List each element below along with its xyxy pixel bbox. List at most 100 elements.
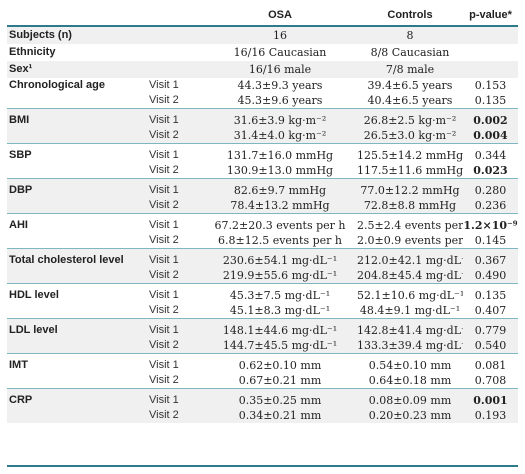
osa-cell: 0.62±0.10 mm — [238, 359, 322, 372]
visit-cell: Visit 2 — [148, 233, 203, 249]
header-row: OSA Controls p-value* — [7, 5, 518, 27]
visit-cell: Visit 2 — [148, 128, 203, 144]
row-label-empty — [7, 163, 148, 179]
header-label-col — [7, 5, 148, 27]
pvalue-cell: 0.001 — [463, 388, 518, 408]
visit-cell: Visit 1 — [149, 149, 179, 161]
table-row-sbp-visit2: Visit 2 130.9±13.0 mmHg 117.5±11.6 mmHg … — [7, 163, 518, 179]
pvalue-cell: 0.407 — [463, 303, 518, 319]
visit-cell: Visit 1 — [148, 108, 203, 128]
table-row-cholesterol-visit1: Total cholesterol level Visit 1 230.6±54… — [7, 248, 518, 268]
row-label: Subjects (n) — [7, 26, 148, 44]
pvalue-cell: 0.490 — [463, 268, 518, 284]
osa-cell: 16/16 Caucasian — [233, 46, 327, 59]
row-label-empty — [7, 408, 148, 423]
controls-cell: 8/8 Caucasian — [370, 46, 450, 59]
controls-cell: 7/8 male — [357, 61, 463, 78]
visit-cell: Visit 1 — [148, 248, 203, 268]
visit-cell — [148, 44, 203, 61]
row-label-empty — [7, 303, 148, 319]
controls-cell: 0.64±0.18 mm — [357, 373, 463, 389]
table-row-bmi-visit1: BMI Visit 1 31.6±3.9 kg·m⁻² 26.8±2.5 kg·… — [7, 108, 518, 128]
table-row-ldl-visit1: LDL level Visit 1 148.1±44.6 mg·dL⁻¹ 142… — [7, 318, 518, 338]
visit-cell: Visit 1 — [148, 178, 203, 198]
osa-cell: 131.7±16.0 mmHg — [226, 149, 334, 162]
table-row-bmi-visit2: Visit 2 31.4±4.0 kg·m⁻² 26.5±3.0 kg·m⁻² … — [7, 128, 518, 144]
header-osa: OSA — [203, 5, 357, 27]
pvalue-cell: 0.193 — [463, 408, 518, 423]
table-row-ahi-visit1: AHI Visit 1 67.2±20.3 events per h 2.5±2… — [7, 214, 518, 234]
row-label: DBP — [7, 178, 148, 198]
row-label: LDL level — [7, 318, 148, 338]
pvalue-cell: 0.540 — [463, 338, 518, 354]
visit-cell: Visit 2 — [148, 408, 203, 423]
row-label-empty — [7, 128, 148, 144]
controls-cell: 117.5±11.6 mmHg — [357, 163, 463, 179]
table-row-dbp-visit1: DBP Visit 1 82.6±9.7 mmHg 77.0±12.2 mmHg… — [7, 178, 518, 198]
table-row-imt-visit2: Visit 2 0.67±0.21 mm 0.64±0.18 mm 0.708 — [7, 373, 518, 389]
osa-cell: 44.3±9.3 years — [237, 79, 323, 92]
row-label-empty — [7, 198, 148, 214]
table-row-age-visit2: Visit 2 45.3±9.6 years 40.4±6.5 years 0.… — [7, 93, 518, 109]
controls-cell: 2.0±0.9 events per h — [357, 233, 463, 249]
osa-cell: 31.4±4.0 kg·m⁻² — [203, 128, 357, 144]
table-row-hdl-visit2: Visit 2 45.1±8.3 mg·dL⁻¹ 48.4±9.1 mg·dL⁻… — [7, 303, 518, 319]
header-visit-col — [148, 5, 203, 27]
osa-cell: 31.6±3.9 kg·m⁻² — [203, 108, 357, 128]
osa-cell: 230.6±54.1 mg·dL⁻¹ — [203, 248, 357, 268]
controls-cell: 52.1±10.6 mg·dL⁻¹ — [357, 289, 463, 302]
row-label: BMI — [7, 108, 148, 128]
controls-cell: 0.08±0.09 mm — [357, 388, 463, 408]
controls-cell: 8 — [357, 26, 463, 44]
clinical-characteristics-table: OSA Controls p-value* Subjects (n) 16 8 … — [7, 5, 518, 423]
pvalue-cell: 0.236 — [463, 198, 518, 214]
header-pvalue: p-value* — [463, 5, 518, 27]
controls-cell: 125.5±14.2 mmHg — [357, 149, 463, 162]
visit-cell: Visit 2 — [148, 163, 203, 179]
row-label: Total cholesterol level — [7, 248, 148, 268]
row-label-empty — [7, 373, 148, 389]
pvalue-cell: 0.004 — [463, 128, 518, 144]
controls-cell: 0.54±0.10 mm — [368, 359, 452, 372]
pvalue-cell: 0.344 — [474, 149, 507, 162]
row-label-empty — [7, 338, 148, 354]
controls-cell: 72.8±8.8 mmHg — [357, 198, 463, 214]
table-row-imt-visit1: IMT Visit 1 0.62±0.10 mm 0.54±0.10 mm 0.… — [7, 354, 518, 374]
controls-cell: 26.5±3.0 kg·m⁻² — [357, 128, 463, 144]
controls-cell: 39.4±6.5 years — [367, 79, 453, 92]
controls-cell: 26.8±2.5 kg·m⁻² — [357, 108, 463, 128]
osa-cell: 67.2±20.3 events per h — [214, 219, 346, 232]
osa-cell: 45.3±9.6 years — [203, 93, 357, 109]
row-label-empty — [7, 268, 148, 284]
row-label-empty — [7, 233, 148, 249]
pvalue-cell: 0.280 — [463, 178, 518, 198]
table-row-hdl-visit1: HDL level Visit 1 45.3±7.5 mg·dL⁻¹ 52.1±… — [7, 284, 518, 304]
table-row-crp-visit2: Visit 2 0.34±0.21 mm 0.20±0.23 mm 0.193 — [7, 408, 518, 423]
header-controls: Controls — [357, 5, 463, 27]
pvalue-cell: 0.135 — [463, 93, 518, 109]
visit-cell: Visit 2 — [148, 198, 203, 214]
table-row-ethnicity: Ethnicity 16/16 Caucasian 8/8 Caucasian — [7, 44, 518, 61]
visit-cell: Visit 1 — [149, 219, 179, 231]
table-row-subjects: Subjects (n) 16 8 — [7, 26, 518, 44]
visit-cell: Visit 1 — [149, 359, 179, 371]
pvalue-cell: 0.779 — [463, 318, 518, 338]
row-label: Ethnicity — [9, 46, 56, 58]
row-label: HDL level — [9, 289, 59, 301]
table-row-ahi-visit2: Visit 2 6.8±12.5 events per h 2.0±0.9 ev… — [7, 233, 518, 249]
table-row-crp-visit1: CRP Visit 1 0.35±0.25 mm 0.08±0.09 mm 0.… — [7, 388, 518, 408]
visit-cell: Visit 1 — [149, 79, 179, 91]
pvalue-cell: 0.367 — [463, 248, 518, 268]
controls-cell: 2.5±2.4 events per h — [357, 219, 463, 232]
controls-cell: 40.4±6.5 years — [357, 93, 463, 109]
pvalue-cell: 0.708 — [463, 373, 518, 389]
row-label-empty — [7, 93, 148, 109]
controls-cell: 204.8±45.4 mg·dL⁻¹ — [357, 268, 463, 284]
visit-cell: Visit 2 — [148, 268, 203, 284]
osa-cell: 45.3±7.5 mg·dL⁻¹ — [229, 289, 331, 302]
visit-cell — [148, 26, 203, 44]
row-label: CRP — [7, 388, 148, 408]
pvalue-cell: 0.153 — [474, 79, 507, 92]
osa-cell: 144.7±45.5 mg·dL⁻¹ — [203, 338, 357, 354]
visit-cell: Visit 1 — [149, 289, 179, 301]
